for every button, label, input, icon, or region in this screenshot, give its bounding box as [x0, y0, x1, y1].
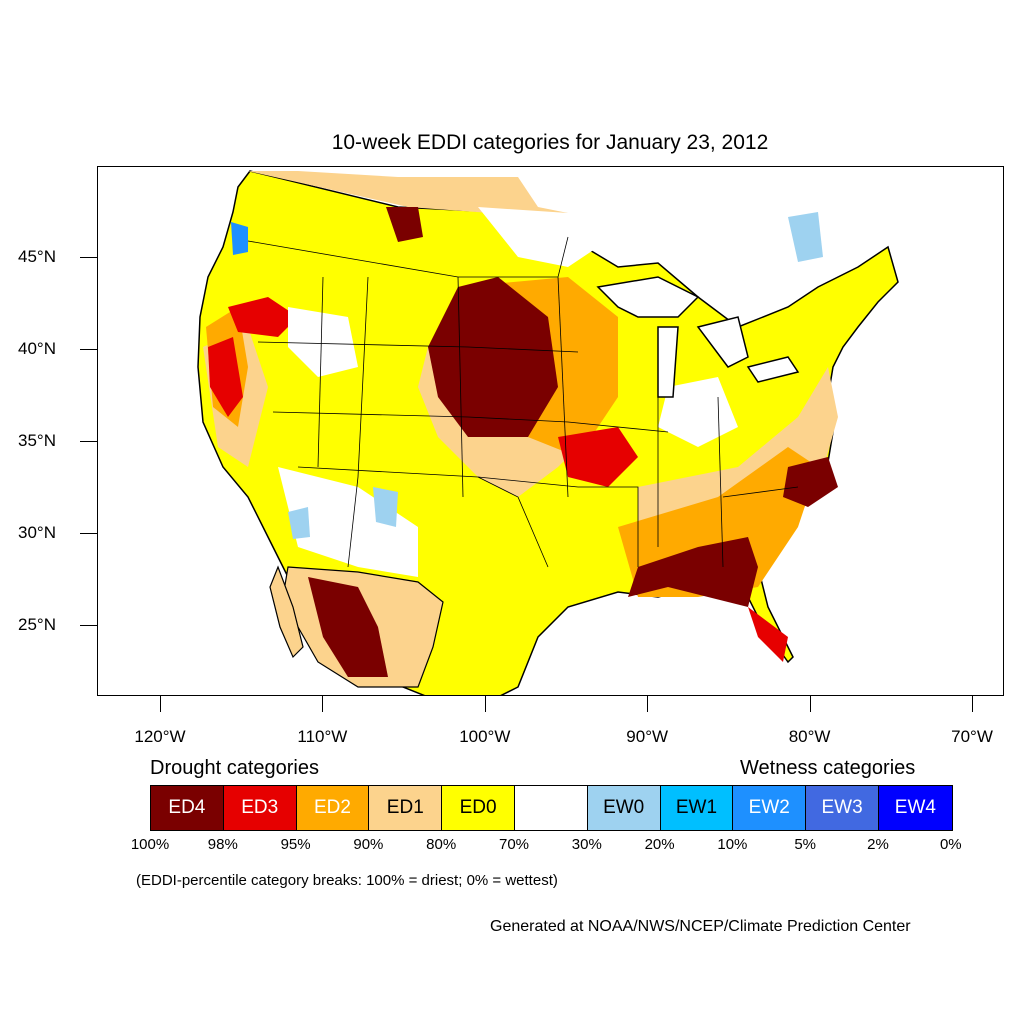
- legend-cell: [514, 786, 588, 830]
- neutral-rockies: [278, 467, 418, 577]
- legend-break: 98%: [207, 836, 238, 853]
- great-lakes: [596, 276, 800, 398]
- legend-cell: ED2: [296, 786, 370, 830]
- lon-label: 80°W: [788, 727, 831, 746]
- map-panel: [97, 166, 1004, 696]
- lon-label: 120°W: [134, 727, 186, 746]
- ed4-gulf-coast: [628, 537, 758, 607]
- lon-label: 110°W: [297, 727, 348, 746]
- legend-break: 20%: [644, 836, 675, 853]
- lat-tick: [80, 533, 97, 534]
- lon-tick: [322, 696, 324, 712]
- legend-break: 70%: [498, 836, 530, 853]
- neutral-midwest: [658, 377, 738, 447]
- legend-break: 95%: [280, 836, 311, 853]
- ed3-northwest: [228, 297, 298, 337]
- baja-land: [269, 565, 304, 659]
- legend-cell: EW2: [733, 786, 807, 830]
- lon-tick: [484, 696, 486, 712]
- credit-line: Generated at NOAA/NWS/NCEP/Climate Predi…: [490, 918, 911, 935]
- lat-tick: [80, 441, 97, 442]
- lon-label: 90°W: [626, 727, 669, 746]
- lon-tick: [972, 696, 973, 712]
- canada-land: [248, 171, 568, 237]
- legend-cell: ED1: [369, 786, 443, 830]
- legend-break: 30%: [571, 836, 602, 853]
- legend-cell: EW4: [878, 786, 952, 830]
- eddi-map: [197, 170, 899, 695]
- lon-label: 70°W: [951, 727, 993, 746]
- legend-break: 80%: [426, 836, 457, 853]
- ed4-northern-montana: [386, 207, 423, 242]
- lat-label: 25°N: [18, 615, 56, 634]
- ew2-washington: [231, 222, 248, 255]
- legend-break: 100%: [130, 836, 170, 853]
- ew0-nevada: [288, 507, 310, 539]
- legend-cell: EW1: [660, 786, 734, 830]
- legend-break: 90%: [353, 836, 384, 853]
- lat-label: 30°N: [18, 523, 56, 542]
- lon-tick: [160, 696, 161, 712]
- category-note: (EDDI-percentile category breaks: 100% =…: [136, 872, 558, 889]
- ed4-carolinas: [783, 457, 838, 507]
- lon-label: 100°W: [459, 727, 511, 746]
- map-title: 10-week EDDI categories for January 23, …: [331, 131, 769, 154]
- ed3-florida: [748, 607, 788, 662]
- lat-tick: [80, 625, 97, 626]
- lat-label: 40°N: [18, 339, 56, 358]
- lon-tick: [809, 696, 811, 712]
- legend-cell: ED3: [223, 786, 297, 830]
- category-legend: ED4 ED3 ED2 ED1 ED0 EW0 EW1 EW2 EW3 EW4: [150, 785, 953, 831]
- legend-cell: ED0: [442, 786, 515, 830]
- lat-label: 45°N: [18, 247, 56, 266]
- state-boundaries: [247, 236, 799, 568]
- legend-break: 2%: [867, 836, 889, 853]
- legend-break: 0%: [939, 836, 962, 853]
- neutral-great-basin: [288, 307, 358, 377]
- lon-tick: [647, 696, 649, 712]
- drought-heading: Drought categories: [150, 757, 319, 779]
- legend-cell: ED4: [151, 786, 224, 830]
- neutral-north: [478, 207, 598, 267]
- lat-tick: [80, 349, 97, 350]
- wetness-heading: Wetness categories: [740, 757, 916, 779]
- ed3-california: [208, 337, 243, 417]
- ed4-mexico: [308, 577, 388, 677]
- lat-label: 35°N: [18, 431, 56, 450]
- legend-cell: EW0: [587, 786, 661, 830]
- ew0-canada: [788, 212, 823, 262]
- ed3-arkansas: [558, 427, 638, 487]
- legend-break: 10%: [717, 836, 748, 853]
- lat-tick: [80, 257, 97, 258]
- ew0-arizona: [373, 487, 398, 527]
- legend-break: 5%: [794, 836, 817, 853]
- legend-cell: EW3: [806, 786, 879, 830]
